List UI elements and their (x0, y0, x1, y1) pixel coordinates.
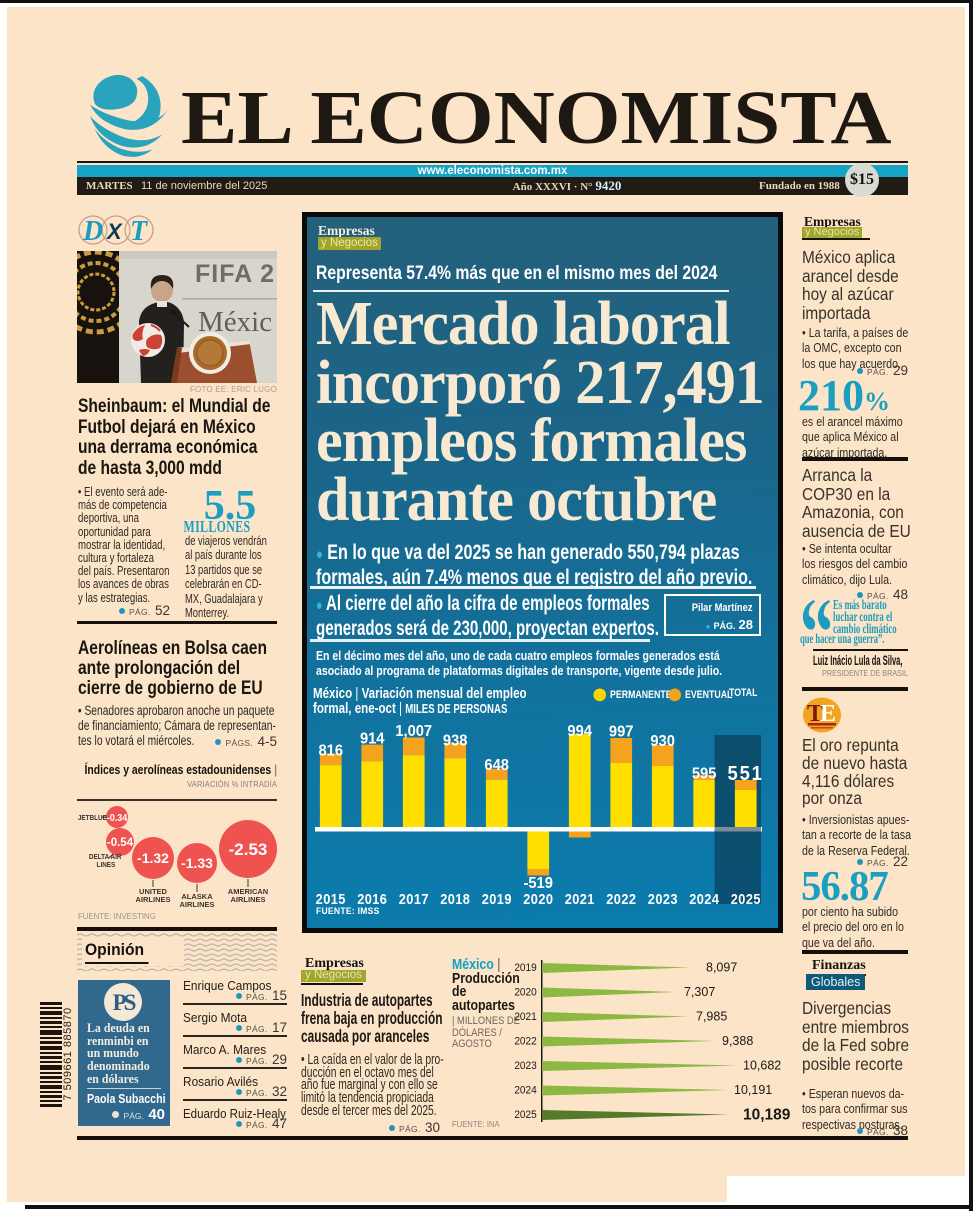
svg-text:10,191: 10,191 (734, 1083, 772, 1097)
svg-text:7,985: 7,985 (696, 1010, 727, 1024)
svg-text:2023: 2023 (514, 1060, 537, 1072)
svg-text:2024: 2024 (514, 1084, 537, 1096)
svg-text:T: T (130, 216, 149, 245)
svg-text:AIRLINES: AIRLINES (230, 895, 265, 904)
svg-text:E: E (820, 701, 836, 727)
svg-text:9,388: 9,388 (722, 1034, 753, 1048)
svg-text:2022: 2022 (514, 1035, 537, 1047)
svg-text:2021: 2021 (565, 891, 595, 907)
svg-text:8,097: 8,097 (706, 961, 737, 975)
svg-text:-1.32: -1.32 (137, 850, 169, 866)
svg-text:2021: 2021 (514, 1011, 537, 1023)
svg-text:2020: 2020 (523, 891, 553, 907)
svg-text:2022: 2022 (606, 891, 636, 907)
svg-text:2020: 2020 (514, 986, 537, 998)
svg-text:DELTA AIR: DELTA AIR (89, 854, 122, 862)
svg-text:LINES: LINES (97, 862, 116, 870)
svg-text:595: 595 (692, 765, 717, 783)
svg-text:2016: 2016 (357, 891, 387, 907)
svg-text:-0.34: -0.34 (107, 813, 128, 825)
svg-text:-0.54: -0.54 (107, 837, 134, 849)
svg-text:2018: 2018 (440, 891, 470, 907)
svg-text:930: 930 (650, 732, 675, 750)
svg-text:997: 997 (609, 723, 634, 741)
svg-text:T: T (807, 701, 823, 727)
svg-text:10,682: 10,682 (743, 1059, 781, 1073)
svg-text:10,189: 10,189 (743, 1107, 791, 1124)
svg-text:2015: 2015 (316, 891, 346, 907)
svg-text:AMERICAN: AMERICAN (228, 887, 268, 896)
svg-text:JETBLUE: JETBLUE (78, 815, 107, 823)
svg-text:2025: 2025 (514, 1109, 537, 1121)
svg-text:-1.33: -1.33 (181, 855, 213, 871)
svg-text:994: 994 (567, 722, 592, 740)
svg-text:1,007: 1,007 (395, 723, 432, 741)
svg-text:2023: 2023 (648, 891, 678, 907)
svg-text:914: 914 (360, 730, 385, 748)
svg-text:7,307: 7,307 (684, 985, 715, 999)
svg-text:2025: 2025 (731, 891, 761, 907)
svg-text:938: 938 (443, 732, 468, 750)
svg-text:FIFA 2: FIFA 2 (195, 260, 275, 288)
svg-text:816: 816 (318, 742, 343, 760)
svg-text:AIRLINES: AIRLINES (179, 900, 214, 909)
svg-text:551: 551 (728, 763, 764, 785)
svg-text:2024: 2024 (689, 891, 719, 907)
svg-text:UNITED: UNITED (139, 887, 168, 896)
svg-text:2019: 2019 (482, 891, 512, 907)
svg-text:D: D (82, 216, 103, 245)
svg-text:X: X (105, 219, 123, 244)
svg-text:2017: 2017 (399, 891, 429, 907)
svg-text:AIRLINES: AIRLINES (135, 895, 170, 904)
svg-text:648: 648 (484, 757, 509, 775)
svg-text:-519: -519 (523, 874, 552, 892)
svg-text:2019: 2019 (514, 962, 537, 974)
svg-text:-2.53: -2.53 (229, 840, 268, 859)
svg-text:ALASKA: ALASKA (181, 892, 213, 901)
